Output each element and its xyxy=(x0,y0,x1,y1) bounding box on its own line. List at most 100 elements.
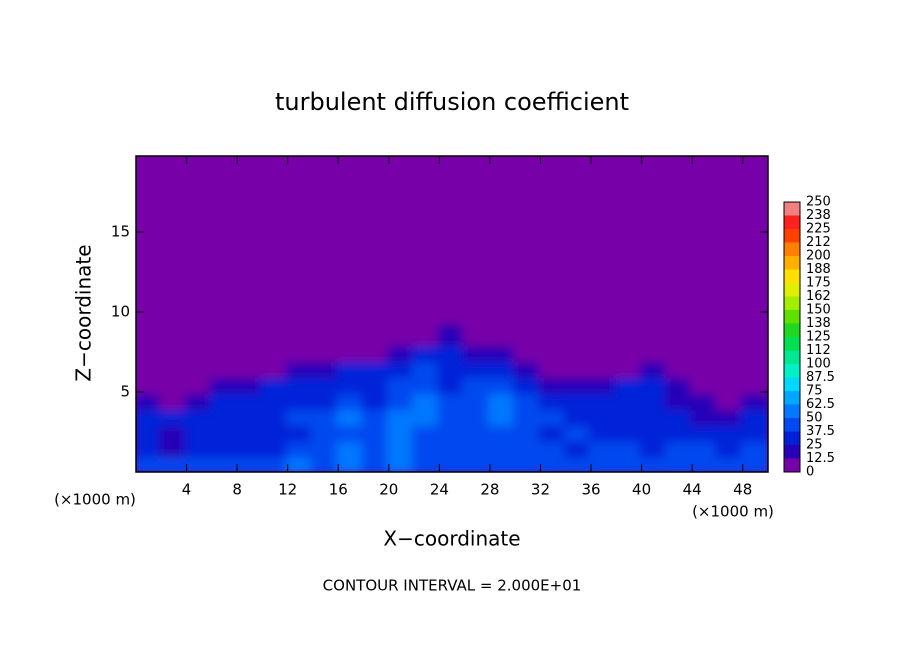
x-tick-label: 4 xyxy=(182,481,192,499)
field-cell xyxy=(209,438,240,458)
colorbar-band xyxy=(784,323,800,337)
colorbar-label: 12.5 xyxy=(806,451,835,466)
field-cell xyxy=(310,454,341,472)
field-cell xyxy=(487,326,518,346)
field-cell xyxy=(184,342,214,362)
field-cell xyxy=(462,406,492,426)
field-cell xyxy=(513,374,543,394)
x-tick-label: 8 xyxy=(232,481,242,499)
field-cell xyxy=(664,438,695,458)
x-tick-label: 12 xyxy=(278,481,297,499)
field-cell xyxy=(412,326,442,346)
field-cell xyxy=(336,374,366,394)
field-cell xyxy=(136,454,164,472)
colorbar-band xyxy=(784,215,800,229)
field-cell xyxy=(361,326,391,346)
field-cell xyxy=(159,326,189,346)
field-cell xyxy=(285,390,315,410)
field-cell xyxy=(310,374,341,394)
field-cell xyxy=(538,342,568,362)
field-cell xyxy=(639,358,669,378)
colorbar-band xyxy=(784,458,800,472)
field-cell xyxy=(235,374,265,394)
colorbar-band xyxy=(784,256,800,270)
field-cell xyxy=(260,358,290,378)
colorbar-band xyxy=(784,296,800,310)
field-cell xyxy=(487,454,518,472)
field-cell xyxy=(235,406,265,426)
field-cell xyxy=(487,342,518,362)
field-cell xyxy=(310,342,341,362)
field-cell xyxy=(136,342,164,362)
field-cell xyxy=(690,374,720,394)
field-cell xyxy=(184,326,214,346)
field-cell xyxy=(437,438,467,458)
field-cell xyxy=(563,326,594,346)
field-cell xyxy=(462,374,492,394)
field-cell xyxy=(260,454,290,472)
colorbar-label: 200 xyxy=(806,249,831,264)
colorbar-label: 0 xyxy=(806,465,814,480)
field-cell xyxy=(614,390,644,410)
field-cell xyxy=(639,390,669,410)
colorbar-band xyxy=(784,242,800,256)
field-cell xyxy=(412,454,442,472)
field-cell xyxy=(361,358,391,378)
field-cell xyxy=(184,406,214,426)
field-cell xyxy=(184,438,214,458)
field-cell xyxy=(589,374,619,394)
colorbar-frame xyxy=(783,201,801,473)
y-tick-label: 10 xyxy=(111,303,130,321)
field-cell xyxy=(412,374,442,394)
y-axis-title: Z−coordinate xyxy=(72,244,96,381)
field-cell xyxy=(235,438,265,458)
colorbar-band xyxy=(784,229,800,243)
field-cell xyxy=(136,326,164,346)
field-cell xyxy=(260,406,290,426)
colorbar-band xyxy=(784,310,800,324)
field-cell xyxy=(260,374,290,394)
field-cell xyxy=(437,374,467,394)
field-cell xyxy=(209,406,240,426)
field-cell xyxy=(412,342,442,362)
field-cell xyxy=(740,422,768,442)
field-cell xyxy=(462,454,492,472)
field-cell xyxy=(462,438,492,458)
x-tick-label: 40 xyxy=(632,481,651,499)
field-cell xyxy=(336,406,366,426)
colorbar-label: 50 xyxy=(806,411,823,426)
colorbar-label: 150 xyxy=(806,303,831,318)
field-cell xyxy=(690,438,720,458)
field-cell xyxy=(513,390,543,410)
field-cell xyxy=(639,422,669,442)
field-cell xyxy=(361,454,391,472)
field-cell xyxy=(487,374,518,394)
colorbar-label: 162 xyxy=(806,289,831,304)
field-cell xyxy=(310,326,341,346)
field-cell xyxy=(513,342,543,362)
field-cell xyxy=(336,342,366,362)
field-cell xyxy=(513,406,543,426)
field-cell xyxy=(690,422,720,442)
field-cell xyxy=(614,358,644,378)
field-cell xyxy=(513,438,543,458)
field-cell xyxy=(614,326,644,346)
field-cell xyxy=(159,390,189,410)
field-cell xyxy=(487,406,518,426)
field-cell xyxy=(740,374,768,394)
field-cell xyxy=(589,342,619,362)
colorbar-band xyxy=(784,431,800,445)
field-cell xyxy=(136,422,164,442)
field-cell xyxy=(538,390,568,410)
colorbar-label: 238 xyxy=(806,208,831,223)
field-cell xyxy=(690,390,720,410)
field-cell xyxy=(513,454,543,472)
field-cell xyxy=(664,358,695,378)
field-cell xyxy=(235,422,265,442)
field-cell xyxy=(664,454,695,472)
field-cell xyxy=(664,326,695,346)
colorbar-label: 125 xyxy=(806,330,831,345)
field-cell xyxy=(614,374,644,394)
field-cell xyxy=(336,326,366,346)
field-cell xyxy=(235,454,265,472)
